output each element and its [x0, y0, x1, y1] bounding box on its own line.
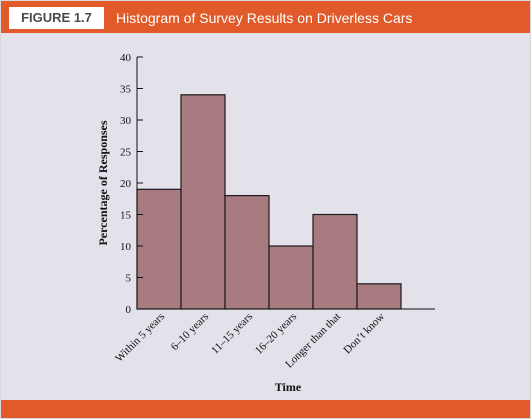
figure-title: Histogram of Survey Results on Driverles… — [116, 10, 413, 26]
figure-label: FIGURE 1.7 — [9, 7, 104, 29]
figure-header: FIGURE 1.7 Histogram of Survey Results o… — [1, 1, 530, 33]
x-tick-label: 11–15 years — [209, 311, 255, 357]
y-axis: 0 5 10 15 20 25 30 35 40 — [120, 52, 143, 316]
y-tick-label: 5 — [126, 273, 132, 285]
y-tick-label: 15 — [120, 210, 132, 222]
bars-group — [136, 94, 402, 310]
y-tick-label: 30 — [120, 115, 132, 127]
histogram-chart: 0 5 10 15 20 25 30 35 40 Within 5 years 6–10 year… — [96, 52, 435, 394]
y-axis-label: Percentage of Responses — [96, 120, 110, 245]
y-tick-label: 20 — [120, 178, 132, 190]
x-tick-label: Within 5 years — [113, 311, 167, 365]
bar-2 — [224, 195, 270, 310]
bar-4 — [312, 213, 358, 310]
y-tick-label: 0 — [126, 304, 132, 316]
y-tick-label: 25 — [120, 147, 132, 159]
figure-footer — [1, 400, 530, 418]
bar-1 — [180, 94, 226, 310]
x-tick-label: 16–20 years — [253, 311, 299, 357]
y-tick-label: 10 — [120, 241, 132, 253]
y-tick-label: 35 — [120, 84, 132, 96]
x-tick-label: 6–10 years — [169, 311, 211, 353]
y-tick-label: 40 — [120, 52, 132, 64]
x-tick-label: Don’t know — [341, 311, 387, 357]
bar-5 — [356, 283, 402, 310]
x-axis-label: Time — [275, 380, 302, 394]
bar-0 — [136, 188, 182, 310]
bar-3 — [268, 245, 314, 310]
